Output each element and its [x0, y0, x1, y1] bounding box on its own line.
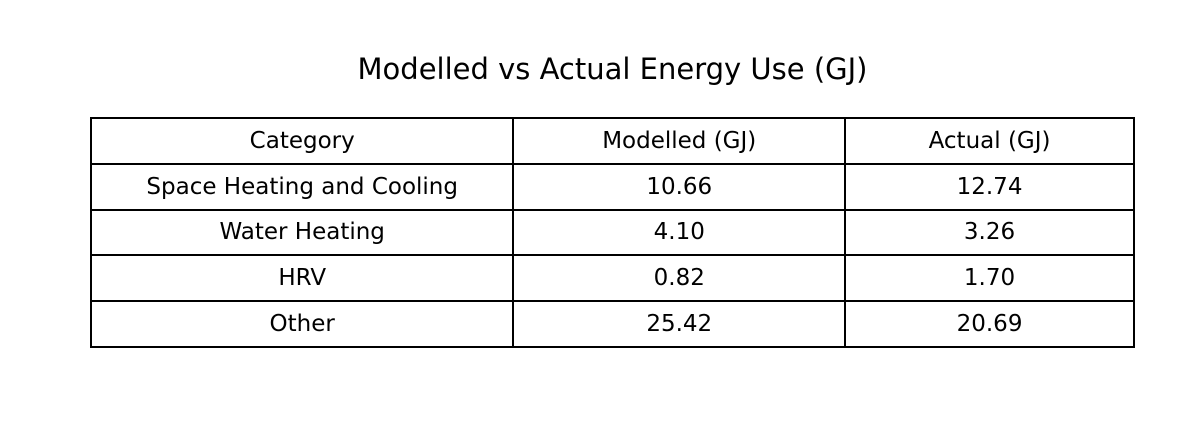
- table-row: Other 25.42 20.69: [89, 300, 1135, 348]
- cell-modelled-value: 4.10: [512, 208, 847, 257]
- cell-modelled-value: 0.82: [512, 254, 847, 303]
- cell-actual-value: 3.26: [844, 208, 1135, 257]
- cell-category: HRV: [89, 254, 515, 303]
- column-header-modelled: Modelled (GJ): [512, 117, 847, 165]
- column-header-category: Category: [89, 117, 515, 165]
- chart-title: Modelled vs Actual Energy Use (GJ): [357, 52, 868, 86]
- table-row: HRV 0.82 1.70: [89, 254, 1135, 303]
- table-row: Space Heating and Cooling 10.66 12.74: [89, 162, 1135, 211]
- cell-actual-value: 1.70: [844, 254, 1135, 303]
- energy-use-table: Category Modelled (GJ) Actual (GJ) Space…: [89, 117, 1135, 348]
- cell-modelled-value: 10.66: [512, 162, 847, 211]
- cell-actual-value: 12.74: [844, 162, 1135, 211]
- table-row: Water Heating 4.10 3.26: [89, 208, 1135, 257]
- table-header-row: Category Modelled (GJ) Actual (GJ): [89, 117, 1135, 165]
- cell-category: Space Heating and Cooling: [89, 162, 515, 211]
- cell-category: Water Heating: [89, 208, 515, 257]
- cell-actual-value: 20.69: [844, 300, 1135, 348]
- cell-category: Other: [89, 300, 515, 348]
- column-header-actual: Actual (GJ): [844, 117, 1135, 165]
- cell-modelled-value: 25.42: [512, 300, 847, 348]
